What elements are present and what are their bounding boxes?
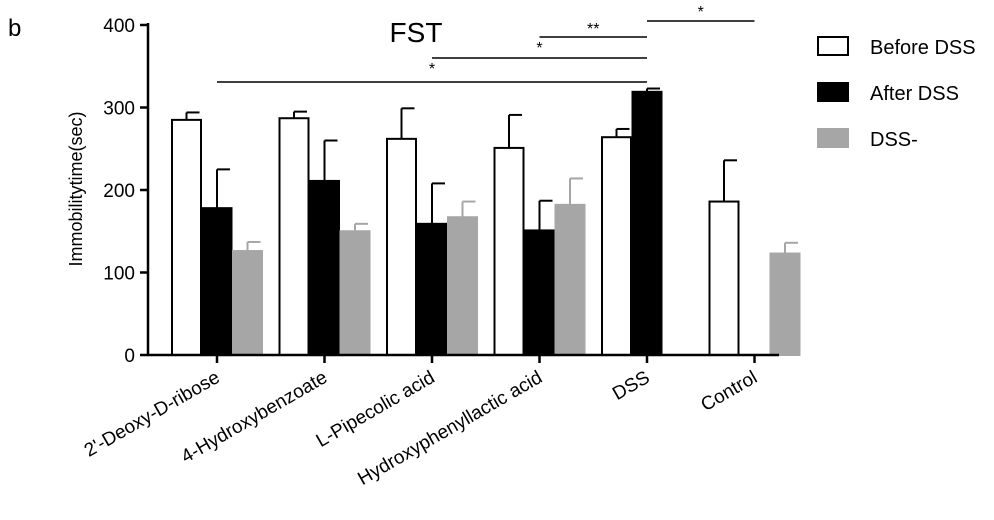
bar-before-dss-control [710, 202, 739, 355]
bar-dss-2-deoxy-d-ribose [233, 251, 262, 355]
legend-swatch-before-dss [818, 37, 848, 55]
significance-annotations: ***** [217, 4, 755, 82]
bar-before-dss-2-deoxy-d-ribose [172, 120, 201, 355]
bar-after-dss-dss [633, 92, 662, 355]
chart-title: FST [390, 17, 443, 48]
bars-group [172, 92, 800, 355]
error-bars-group [187, 89, 799, 254]
significance-label: * [698, 4, 704, 21]
y-tick-label: 100 [103, 264, 135, 285]
x-tick-label: Hydroxyphenyllactic acid [354, 367, 546, 490]
bar-before-dss-4-hydroxybenzoate [280, 118, 309, 355]
x-tick-label: DSS [609, 367, 653, 405]
y-ticks-group: 0 100 200 300 400 [103, 16, 148, 367]
y-tick-label: 0 [124, 346, 135, 367]
bar-after-dss-l-pipecolic-acid [418, 224, 447, 355]
legend-label-after-dss: After DSS [870, 83, 959, 105]
legend-label-dss: DSS- [870, 129, 918, 151]
bar-after-dss-2-deoxy-d-ribose [203, 208, 232, 355]
panel-label: b [8, 15, 21, 42]
legend-swatch-after-dss [818, 83, 848, 101]
y-tick-label: 400 [103, 16, 135, 37]
legend-label-before-dss: Before DSS [870, 37, 976, 59]
significance-label: * [429, 61, 435, 78]
bar-dss-hydroxyphenyllactic-acid [556, 205, 585, 355]
significance-label: * [536, 40, 542, 57]
y-tick-label: 200 [103, 181, 135, 202]
bar-after-dss-hydroxyphenyllactic-acid [525, 230, 554, 355]
bar-dss-l-pipecolic-acid [448, 217, 477, 355]
bar-before-dss-l-pipecolic-acid [387, 139, 416, 355]
legend-swatch-dss [818, 129, 848, 147]
legend: Before DSS After DSS DSS- [818, 37, 976, 151]
x-tick-label: Control [697, 367, 761, 416]
bar-dss-control [771, 254, 800, 355]
bar-after-dss-4-hydroxybenzoate [310, 181, 339, 355]
y-tick-label: 300 [103, 99, 135, 120]
bar-dss-4-hydroxybenzoate [341, 231, 370, 355]
significance-label: ** [587, 21, 599, 38]
bar-before-dss-dss [602, 137, 631, 355]
y-axis-label: Immobilitytime(sec) [66, 111, 86, 266]
x-ticks-group: 2'-Deoxy-D-ribose4-HydroxybenzoateL-Pipe… [81, 355, 761, 490]
bar-before-dss-hydroxyphenyllactic-acid [495, 148, 524, 355]
